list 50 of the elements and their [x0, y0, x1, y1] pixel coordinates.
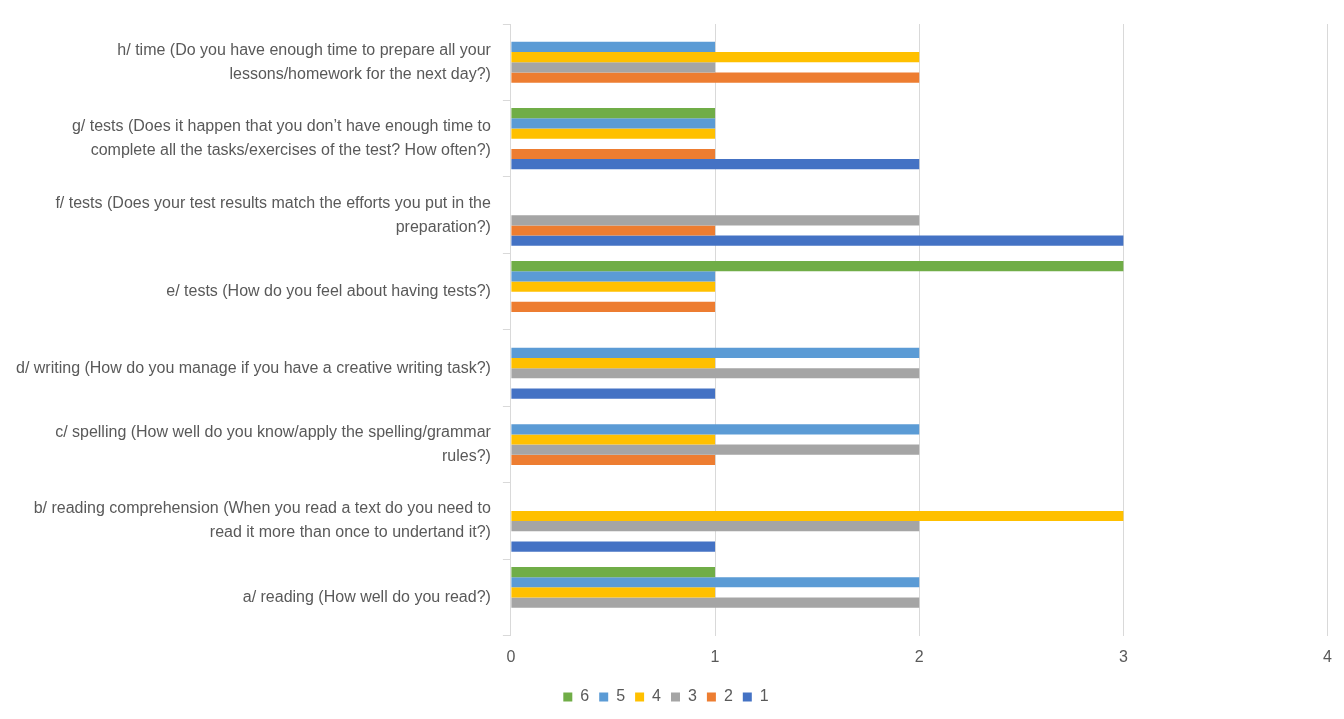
bar — [511, 454, 716, 466]
bar — [511, 281, 716, 292]
bar — [511, 510, 1124, 522]
x-tick-label: 3 — [1118, 647, 1128, 665]
bar — [511, 597, 920, 608]
y-tick-label: a/ reading (How well do you read?) — [242, 587, 491, 605]
bar — [511, 521, 920, 532]
bar — [511, 235, 1124, 246]
legend-label: 3 — [688, 687, 697, 705]
y-tick-label: c/ spelling (How well do you know/apply the spelling/grammar rules?) — [55, 423, 492, 465]
bar — [511, 52, 920, 63]
y-tick-label: e/ tests (How do you feel about having tests?) — [166, 282, 491, 300]
bar — [511, 388, 716, 399]
legend-label: 6 — [580, 687, 590, 705]
x-tick-label: 4 — [1323, 647, 1333, 665]
bar — [511, 41, 716, 53]
bar — [511, 566, 716, 578]
y-tick-label: g/ tests (Does it happen that you don’t have enough time to complete all the tasks/exercises of the test? How often?) — [71, 117, 491, 159]
bar — [511, 541, 716, 552]
x-tick-label: 2 — [914, 647, 924, 665]
bar — [511, 128, 716, 139]
legend-label: 4 — [652, 687, 662, 705]
bar — [511, 444, 920, 455]
y-tick-label: f/ tests (Does your test results match the efforts you put in the preparation?) — [55, 193, 491, 235]
bar — [511, 434, 716, 445]
bar — [511, 72, 920, 83]
bar — [511, 301, 716, 313]
bar — [511, 225, 716, 236]
bar — [511, 347, 920, 358]
x-tick-label: 0 — [506, 647, 516, 665]
y-tick-label: h/ time (Do you have enough time to prepare all your lessons/homework for the next day?) — [117, 40, 492, 82]
legend-label: 2 — [723, 687, 733, 705]
bar — [511, 261, 1124, 272]
bar — [511, 577, 920, 588]
bar — [511, 148, 716, 160]
x-tick-label: 1 — [710, 647, 720, 665]
bar — [511, 159, 920, 170]
bar — [511, 108, 716, 119]
y-tick-label: b/ reading comprehension (When you read a text do you need to read it more than once to undertand it?) — [33, 499, 491, 541]
legend-label: 1 — [759, 687, 769, 705]
legend-label: 5 — [616, 687, 626, 705]
bar — [511, 357, 716, 369]
bar — [511, 368, 920, 379]
y-tick-label: d/ writing (How do you manage if you have a creative writing task?) — [16, 358, 491, 376]
bar — [511, 215, 920, 226]
bar — [511, 424, 920, 435]
bar — [511, 118, 716, 129]
bar — [511, 62, 716, 73]
bar — [511, 587, 716, 598]
bar — [511, 271, 716, 282]
